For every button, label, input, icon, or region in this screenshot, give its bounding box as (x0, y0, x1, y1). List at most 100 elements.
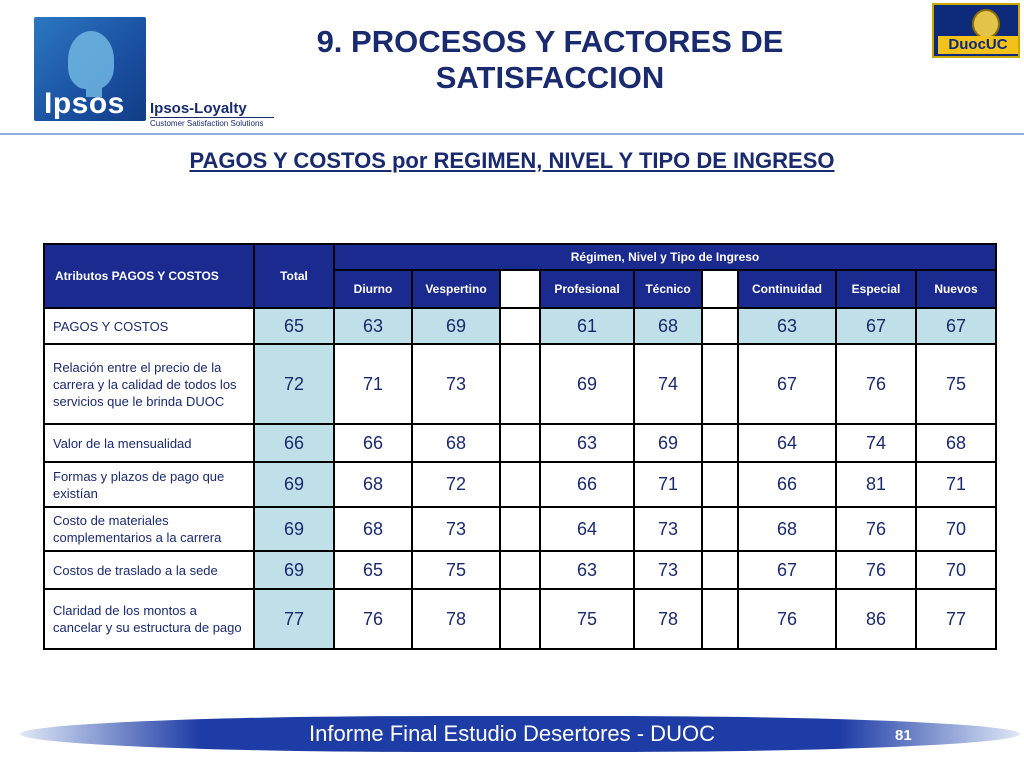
value-cell: 76 (333, 588, 413, 650)
value-cell: 64 (539, 506, 635, 552)
page-subtitle: PAGOS Y COSTOS por REGIMEN, NIVEL Y TIPO… (189, 148, 835, 173)
spacer-column (499, 461, 541, 508)
col-header-tecnico: Técnico (633, 269, 703, 309)
value-cell: 74 (633, 343, 703, 425)
value-cell: 65 (333, 550, 413, 590)
value-cell: 68 (633, 307, 703, 345)
head-silhouette-icon (68, 31, 114, 97)
value-cell: 69 (411, 307, 501, 345)
col-header-especial: Especial (835, 269, 917, 309)
col-header-nuevos: Nuevos (915, 269, 997, 309)
row-label: Claridad de los montos a cancelar y su e… (43, 588, 255, 650)
table-row: PAGOS Y COSTOS 65 63 69 61 68 63 67 67 (43, 307, 997, 345)
header-divider (0, 133, 1024, 135)
row-label: Relación entre el precio de la carrera y… (43, 343, 255, 425)
spacer-column (701, 461, 739, 508)
spacer-column (701, 307, 739, 345)
ipsos-loyalty-tagline: Customer Satisfaction Solutions (150, 117, 274, 128)
col-header-vespertino: Vespertino (411, 269, 501, 309)
spacer-column (701, 550, 739, 590)
row-label: PAGOS Y COSTOS (43, 307, 255, 345)
spacer-column (701, 588, 739, 650)
value-cell: 68 (333, 461, 413, 508)
value-cell: 72 (411, 461, 501, 508)
spacer-column (499, 307, 541, 345)
value-cell: 70 (915, 550, 997, 590)
page-title-line1: 9. PROCESOS Y FACTORES DE (316, 24, 784, 59)
value-cell: 66 (333, 423, 413, 463)
value-cell: 73 (411, 506, 501, 552)
value-cell: 81 (835, 461, 917, 508)
value-cell: 75 (915, 343, 997, 425)
value-cell: 86 (835, 588, 917, 650)
total-header: Total (253, 243, 335, 309)
table-row: Formas y plazos de pago que existían 69 68… (43, 461, 997, 508)
value-cell: 76 (835, 506, 917, 552)
value-cell: 75 (411, 550, 501, 590)
value-cell: 63 (539, 550, 635, 590)
col-header-continuidad: Continuidad (737, 269, 837, 309)
value-cell: 76 (737, 588, 837, 650)
page-number: 81 (895, 727, 912, 744)
table-row: Relación entre el precio de la carrera y… (43, 343, 997, 425)
ipsos-logo: Ipsos (34, 17, 146, 121)
value-cell: 63 (737, 307, 837, 345)
value-cell: 66 (737, 461, 837, 508)
row-label: Formas y plazos de pago que existían (43, 461, 255, 508)
value-cell: 75 (539, 588, 635, 650)
value-cell: 71 (915, 461, 997, 508)
value-cell: 67 (915, 307, 997, 345)
spacer-column (701, 343, 739, 425)
value-cell: 71 (333, 343, 413, 425)
value-cell: 67 (835, 307, 917, 345)
total-cell: 69 (253, 506, 335, 552)
ipsos-loyalty-label: Ipsos-Loyalty (150, 100, 247, 117)
spacer-column (701, 506, 739, 552)
group-header: Régimen, Nivel y Tipo de Ingreso (333, 243, 997, 271)
spacer-column (499, 269, 541, 309)
value-cell: 78 (633, 588, 703, 650)
duoc-seal-icon (972, 9, 1000, 39)
ipsos-logo-word: Ipsos (44, 87, 125, 120)
value-cell: 78 (411, 588, 501, 650)
row-label: Valor de la mensualidad (43, 423, 255, 463)
footer-bar (20, 716, 1020, 752)
value-cell: 73 (411, 343, 501, 425)
value-cell: 63 (333, 307, 413, 345)
table-row: Costo de materiales complementarios a la… (43, 506, 997, 552)
value-cell: 68 (737, 506, 837, 552)
page-title: 9. PROCESOS Y FACTORES DE SATISFACCION (260, 24, 840, 96)
value-cell: 74 (835, 423, 917, 463)
total-cell: 66 (253, 423, 335, 463)
value-cell: 67 (737, 550, 837, 590)
total-cell: 72 (253, 343, 335, 425)
total-cell: 69 (253, 550, 335, 590)
page-title-line2: SATISFACCION (435, 60, 665, 95)
spacer-column (499, 588, 541, 650)
value-cell: 73 (633, 550, 703, 590)
data-table: Atributos PAGOS Y COSTOS Total Régimen, … (43, 243, 997, 650)
value-cell: 69 (633, 423, 703, 463)
value-cell: 63 (539, 423, 635, 463)
value-cell: 69 (539, 343, 635, 425)
total-cell: 65 (253, 307, 335, 345)
value-cell: 70 (915, 506, 997, 552)
table-row: Costos de traslado a la sede 69 65 75 63 73 67… (43, 550, 997, 590)
total-cell: 77 (253, 588, 335, 650)
row-label: Costos de traslado a la sede (43, 550, 255, 590)
row-label: Costo de materiales complementarios a la… (43, 506, 255, 552)
value-cell: 76 (835, 550, 917, 590)
value-cell: 76 (835, 343, 917, 425)
duoc-logo-text: DuocUC (938, 36, 1018, 54)
value-cell: 68 (915, 423, 997, 463)
total-cell: 69 (253, 461, 335, 508)
spacer-column (499, 343, 541, 425)
col-header-diurno: Diurno (333, 269, 413, 309)
attr-header: Atributos PAGOS Y COSTOS (43, 243, 255, 309)
spacer-column (499, 550, 541, 590)
spacer-column (499, 423, 541, 463)
value-cell: 61 (539, 307, 635, 345)
footer-text: Informe Final Estudio Desertores - DUOC (309, 721, 715, 746)
table-row: Valor de la mensualidad 66 66 68 63 69 64 74 68 (43, 423, 997, 463)
value-cell: 73 (633, 506, 703, 552)
